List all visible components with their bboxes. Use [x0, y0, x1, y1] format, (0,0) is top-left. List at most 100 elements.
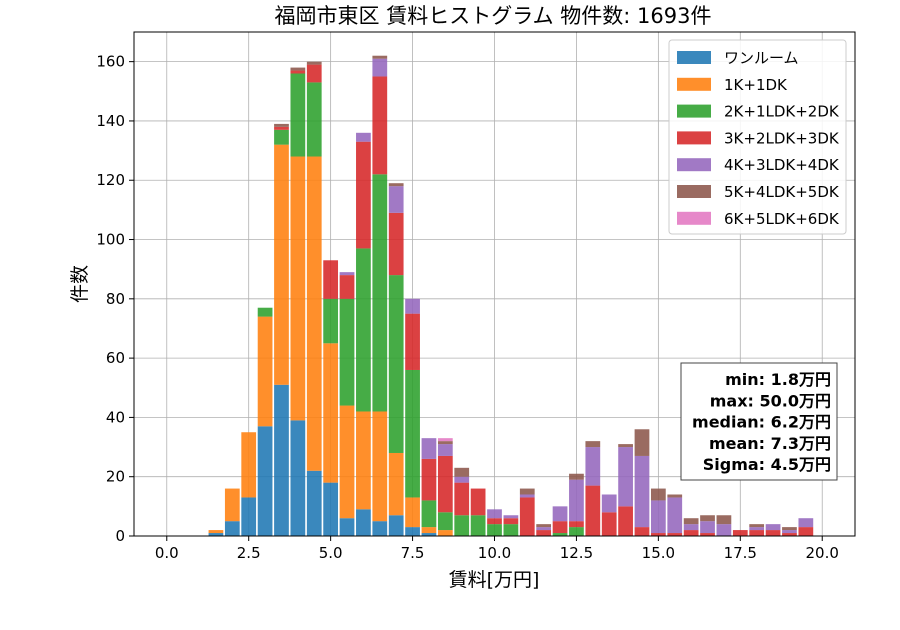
stats-line: max: 50.0万円: [710, 391, 831, 410]
bar-segment-3: [765, 530, 781, 536]
bar-segment-5: [388, 183, 404, 187]
bar-segment-3: [552, 521, 568, 534]
bar-segment-3: [339, 275, 355, 299]
bar-segment-3: [421, 458, 437, 501]
bar-segment-2: [437, 512, 453, 531]
legend-entry: 5K+4LDK+5DK: [724, 183, 840, 201]
bar-segment-0: [274, 384, 289, 536]
bar-segment-3: [519, 497, 535, 536]
y-tick-label: 20: [106, 468, 125, 486]
legend-swatch: [677, 51, 711, 64]
bar-segment-5: [782, 527, 797, 531]
bar-segment-4: [634, 455, 650, 528]
bar-segment-3: [290, 70, 306, 74]
bar-segment-3: [437, 455, 453, 513]
bar-segment-2: [454, 515, 470, 536]
bar-segment-3: [798, 527, 814, 536]
bar-segment-4: [782, 530, 797, 534]
bar-segment-4: [536, 527, 552, 531]
bar-segment-4: [552, 506, 568, 522]
bar-segment-4: [487, 509, 502, 519]
bar-segment-0: [356, 509, 371, 536]
bar-segment-5: [683, 518, 699, 525]
y-tick-label: 120: [96, 171, 125, 189]
bar-segment-0: [208, 533, 224, 536]
x-tick-label: 10.0: [478, 544, 511, 562]
bar-segment-3: [405, 313, 420, 370]
y-tick-label: 160: [96, 53, 125, 71]
bar-segment-5: [749, 524, 765, 528]
bar-segment-1: [372, 411, 388, 522]
bar-segment-4: [749, 527, 765, 531]
x-axis-ticks: 0.0 2.5 5.0 7.5 10.0 12.5 15.0 17.5 20.0: [155, 536, 839, 562]
bar-segment-3: [470, 488, 486, 516]
bar-segment-3: [683, 530, 699, 536]
bar-segment-3: [585, 485, 601, 536]
y-axis-ticks: 0 20 40 60 80 100 120 140 160: [96, 53, 134, 545]
legend-entry: 1K+1DK: [724, 76, 788, 94]
bar-segment-3: [782, 533, 797, 536]
bar-segment-2: [405, 369, 420, 498]
bar-segment-4: [585, 447, 601, 486]
bar-segment-2: [323, 298, 339, 344]
bar-segment-2: [339, 298, 355, 406]
legend-swatch: [677, 211, 711, 225]
bar-segment-3: [356, 141, 371, 249]
bar-segment-3: [667, 533, 683, 536]
bar-segment-0: [388, 515, 404, 536]
bar-segment-3: [618, 506, 633, 536]
bar-segment-1: [241, 432, 257, 498]
bar-segment-2: [487, 524, 502, 536]
bar-segment-3: [372, 76, 388, 175]
bar-segment-4: [765, 524, 781, 531]
x-tick-label: 17.5: [724, 544, 757, 562]
bar-segment-1: [388, 452, 404, 516]
bar-segment-2: [257, 307, 273, 317]
bar-segment-1: [224, 488, 240, 522]
x-tick-label: 15.0: [642, 544, 675, 562]
bar-segment-2: [569, 527, 584, 536]
bar-segment-1: [274, 144, 289, 385]
y-axis-label: 件数: [69, 265, 91, 303]
bar-segment-4: [454, 476, 470, 483]
bar-segment-4: [683, 524, 699, 531]
legend: ワンルーム 1K+1DK 2K+1LDK+2DK 3K+2LDK+3DK 4K+3LDK…: [668, 39, 847, 235]
bar-segment-4: [388, 186, 404, 213]
bar-segment-5: [618, 444, 633, 448]
legend-entry: 4K+3LDK+4DK: [724, 156, 840, 174]
bar-segment-4: [519, 494, 535, 498]
bar-segment-3: [569, 521, 584, 528]
x-axis-label: 賃料[万円]: [449, 569, 540, 591]
bar-segment-5: [650, 488, 666, 501]
bar-segment-2: [290, 73, 306, 157]
bar-segment-3: [388, 212, 404, 276]
bar-segment-0: [339, 518, 355, 536]
bar-segment-4: [798, 518, 814, 528]
bar-segment-5: [667, 494, 683, 498]
bar-segment-1: [437, 530, 453, 536]
bar-segment-4: [618, 447, 633, 507]
stacked-bars: [208, 55, 814, 536]
bar-segment-4: [700, 521, 715, 534]
bar-segment-3: [732, 530, 748, 536]
stats-box: min: 1.8万円 max: 50.0万円 median: 6.2万円 mean: …: [680, 362, 838, 481]
bar-segment-4: [339, 272, 355, 276]
bar-segment-4: [569, 479, 584, 522]
bar-segment-2: [306, 82, 322, 157]
bar-segment-4: [503, 515, 519, 519]
bar-segment-3: [454, 482, 470, 516]
x-tick-label: 7.5: [401, 544, 425, 562]
bar-segment-5: [519, 488, 535, 495]
bar-segment-3: [650, 533, 666, 536]
bar-segment-5: [372, 55, 388, 59]
bar-segment-5: [454, 467, 470, 477]
bar-segment-5: [290, 67, 306, 71]
bar-segment-3: [487, 518, 502, 525]
bar-segment-5: [634, 429, 650, 456]
bar-segment-0: [241, 497, 257, 536]
stats-frame: [680, 362, 838, 481]
bar-segment-4: [421, 438, 437, 459]
legend-entry: 2K+1LDK+2DK: [724, 103, 840, 121]
bar-segment-1: [339, 405, 355, 519]
